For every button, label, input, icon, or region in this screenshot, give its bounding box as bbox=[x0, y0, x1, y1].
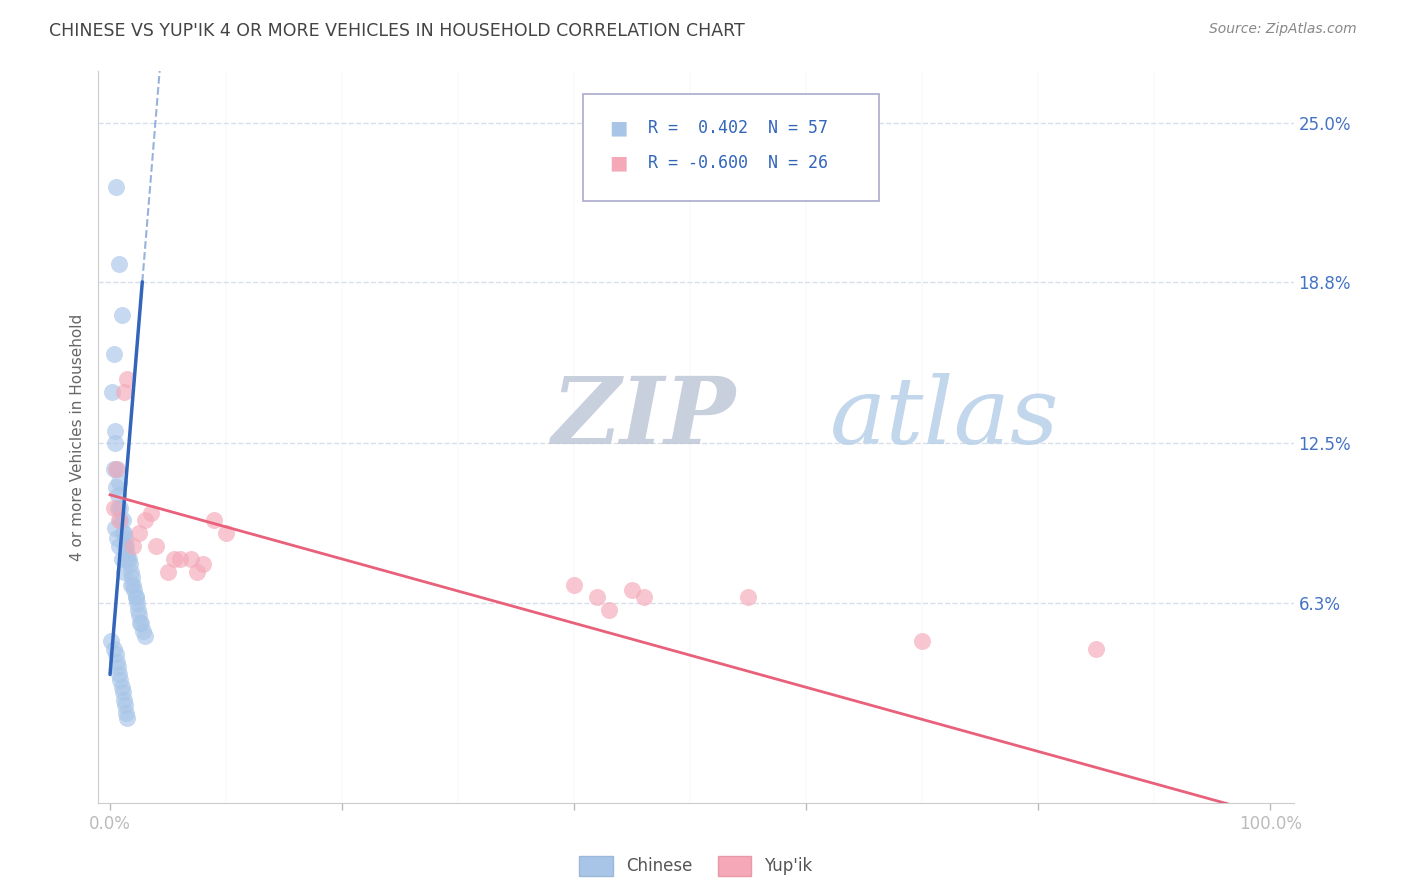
Point bbox=[737, 591, 759, 605]
Point bbox=[111, 685, 134, 699]
Point bbox=[120, 565, 142, 579]
Point bbox=[128, 608, 150, 623]
Text: ZIP: ZIP bbox=[551, 373, 735, 463]
Text: R =  0.402  N = 57: R = 0.402 N = 57 bbox=[648, 119, 828, 136]
Point bbox=[101, 385, 124, 400]
Point bbox=[191, 557, 214, 571]
Point bbox=[110, 514, 132, 528]
Point bbox=[124, 591, 146, 605]
Point bbox=[598, 603, 620, 617]
Point bbox=[111, 681, 134, 695]
Point bbox=[111, 308, 134, 322]
Point bbox=[145, 539, 167, 553]
Point bbox=[111, 514, 134, 528]
Point bbox=[128, 526, 150, 541]
Point bbox=[180, 552, 202, 566]
Point bbox=[107, 660, 129, 674]
Point bbox=[104, 647, 127, 661]
Point bbox=[117, 552, 139, 566]
Text: R = -0.600  N = 26: R = -0.600 N = 26 bbox=[648, 154, 828, 172]
Point bbox=[621, 582, 644, 597]
Point bbox=[114, 698, 136, 713]
Point bbox=[114, 532, 136, 546]
Point bbox=[134, 629, 156, 643]
Point bbox=[186, 565, 208, 579]
Text: CHINESE VS YUP'IK 4 OR MORE VEHICLES IN HOUSEHOLD CORRELATION CHART: CHINESE VS YUP'IK 4 OR MORE VEHICLES IN … bbox=[49, 22, 745, 40]
Point bbox=[103, 462, 125, 476]
Point bbox=[105, 462, 128, 476]
Point bbox=[110, 673, 132, 687]
Point bbox=[911, 634, 934, 648]
Point bbox=[107, 500, 129, 515]
Point bbox=[124, 591, 146, 605]
Point bbox=[131, 624, 153, 638]
Text: ■: ■ bbox=[609, 153, 627, 173]
Text: Source: ZipAtlas.com: Source: ZipAtlas.com bbox=[1209, 22, 1357, 37]
Legend: Chinese, Yup'ik: Chinese, Yup'ik bbox=[572, 850, 820, 882]
Y-axis label: 4 or more Vehicles in Household: 4 or more Vehicles in Household bbox=[69, 313, 84, 561]
Point bbox=[108, 257, 131, 271]
Point bbox=[108, 514, 131, 528]
Point bbox=[122, 539, 145, 553]
Point bbox=[105, 532, 128, 546]
Point bbox=[127, 603, 149, 617]
Point bbox=[117, 372, 139, 386]
Point bbox=[112, 385, 135, 400]
Point bbox=[117, 711, 139, 725]
Point bbox=[111, 526, 134, 541]
Point bbox=[112, 565, 135, 579]
Point bbox=[120, 577, 142, 591]
Point bbox=[115, 539, 138, 553]
Point bbox=[139, 506, 162, 520]
Point bbox=[117, 552, 139, 566]
Point bbox=[105, 655, 128, 669]
Point bbox=[124, 582, 146, 597]
Point bbox=[157, 565, 180, 579]
Point bbox=[104, 462, 127, 476]
Point bbox=[204, 514, 226, 528]
Point bbox=[562, 577, 585, 591]
Point bbox=[103, 641, 125, 656]
Point bbox=[100, 634, 122, 648]
Point bbox=[115, 706, 138, 720]
Point bbox=[125, 596, 148, 610]
Point bbox=[121, 570, 143, 584]
Point bbox=[112, 526, 135, 541]
Point bbox=[112, 693, 135, 707]
Point bbox=[169, 552, 191, 566]
Point bbox=[108, 539, 131, 553]
Point bbox=[103, 346, 125, 360]
Point bbox=[131, 616, 153, 631]
Point bbox=[107, 488, 129, 502]
Point bbox=[103, 500, 125, 515]
Point bbox=[104, 424, 127, 438]
Point bbox=[118, 557, 141, 571]
Point bbox=[104, 521, 127, 535]
Point bbox=[134, 514, 156, 528]
Point bbox=[104, 179, 127, 194]
Point bbox=[122, 577, 145, 591]
Point bbox=[215, 526, 238, 541]
Point bbox=[108, 667, 131, 681]
Point bbox=[633, 591, 655, 605]
Point bbox=[1085, 641, 1108, 656]
Point bbox=[108, 475, 131, 489]
Point bbox=[104, 436, 127, 450]
Text: ■: ■ bbox=[609, 118, 627, 137]
Point bbox=[114, 539, 136, 553]
Point bbox=[129, 616, 152, 631]
Point bbox=[586, 591, 609, 605]
Point bbox=[104, 480, 127, 494]
Point bbox=[117, 547, 139, 561]
Text: atlas: atlas bbox=[830, 373, 1059, 463]
Point bbox=[111, 552, 134, 566]
Point bbox=[163, 552, 186, 566]
Point bbox=[110, 500, 132, 515]
